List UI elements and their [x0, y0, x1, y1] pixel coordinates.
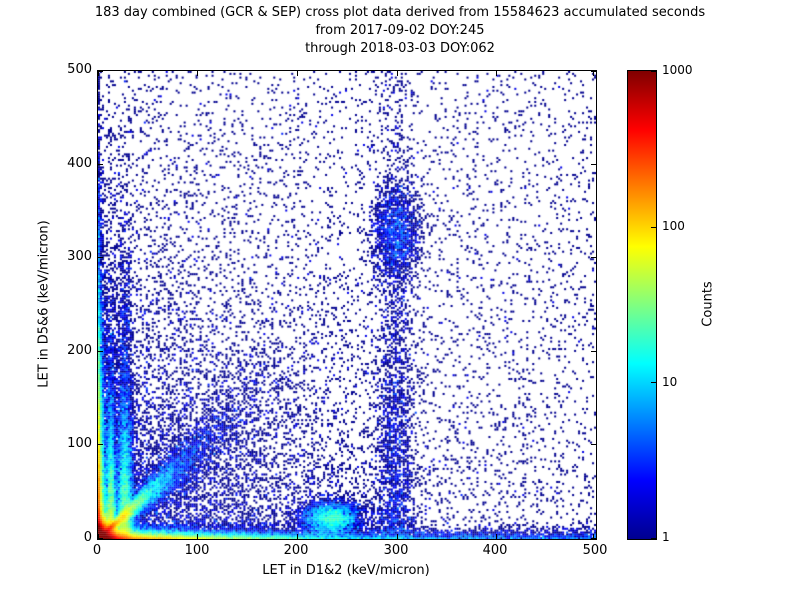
x-tick-mark [397, 71, 398, 76]
colorbar-tick-mark [651, 382, 656, 383]
x-tick-label: 0 [92, 543, 102, 558]
y-tick-label: 300 [67, 249, 92, 264]
y-tick-mark [591, 351, 596, 352]
x-tick-mark [297, 71, 298, 76]
x-axis-label: LET in D1&2 (keV/micron) [262, 563, 430, 578]
x-tick-mark [98, 71, 99, 76]
colorbar [627, 70, 657, 540]
x-tick-mark [593, 534, 594, 539]
y-tick-mark [591, 444, 596, 445]
y-tick-label: 200 [67, 343, 92, 358]
y-tick-mark [591, 71, 596, 72]
y-tick-label: 0 [83, 530, 92, 545]
y-tick-mark [98, 164, 103, 165]
x-tick-mark [593, 71, 594, 76]
colorbar-tick-label: 100 [662, 219, 685, 233]
y-tick-mark [98, 257, 103, 258]
colorbar-tick-mark [651, 71, 656, 72]
y-tick-mark [591, 257, 596, 258]
x-tick-label: 500 [582, 543, 608, 558]
y-tick-mark [98, 444, 103, 445]
x-tick-mark [297, 534, 298, 539]
chart-title: 183 day combined (GCR & SEP) cross plot … [94, 5, 706, 20]
x-tick-mark [496, 534, 497, 539]
scatter-canvas [98, 71, 596, 539]
y-tick-label: 400 [67, 156, 92, 171]
colorbar-tick-label: 1000 [662, 63, 693, 77]
x-tick-mark [197, 71, 198, 76]
plot-area [97, 70, 597, 540]
y-tick-mark [591, 538, 596, 539]
y-tick-label: 500 [67, 62, 92, 77]
colorbar-tick-label: 10 [662, 375, 678, 389]
y-tick-mark [98, 538, 103, 539]
chart-subtitle-from: from 2017-09-02 DOY:245 [315, 23, 485, 38]
x-tick-mark [397, 534, 398, 539]
colorbar-tick-label: 1 [662, 530, 670, 544]
x-tick-mark [197, 534, 198, 539]
colorbar-tick-mark [651, 227, 656, 228]
x-tick-label: 400 [482, 543, 508, 558]
chart-subtitle-through: through 2018-03-03 DOY:062 [305, 41, 495, 56]
x-tick-mark [496, 71, 497, 76]
y-tick-mark [591, 164, 596, 165]
x-tick-label: 300 [383, 543, 409, 558]
colorbar-gradient [628, 71, 656, 539]
colorbar-tick-mark [651, 538, 656, 539]
y-tick-label: 100 [67, 436, 92, 451]
x-tick-label: 100 [184, 543, 210, 558]
y-tick-mark [98, 71, 103, 72]
x-tick-label: 200 [283, 543, 309, 558]
x-tick-mark [98, 534, 99, 539]
y-tick-mark [98, 351, 103, 352]
